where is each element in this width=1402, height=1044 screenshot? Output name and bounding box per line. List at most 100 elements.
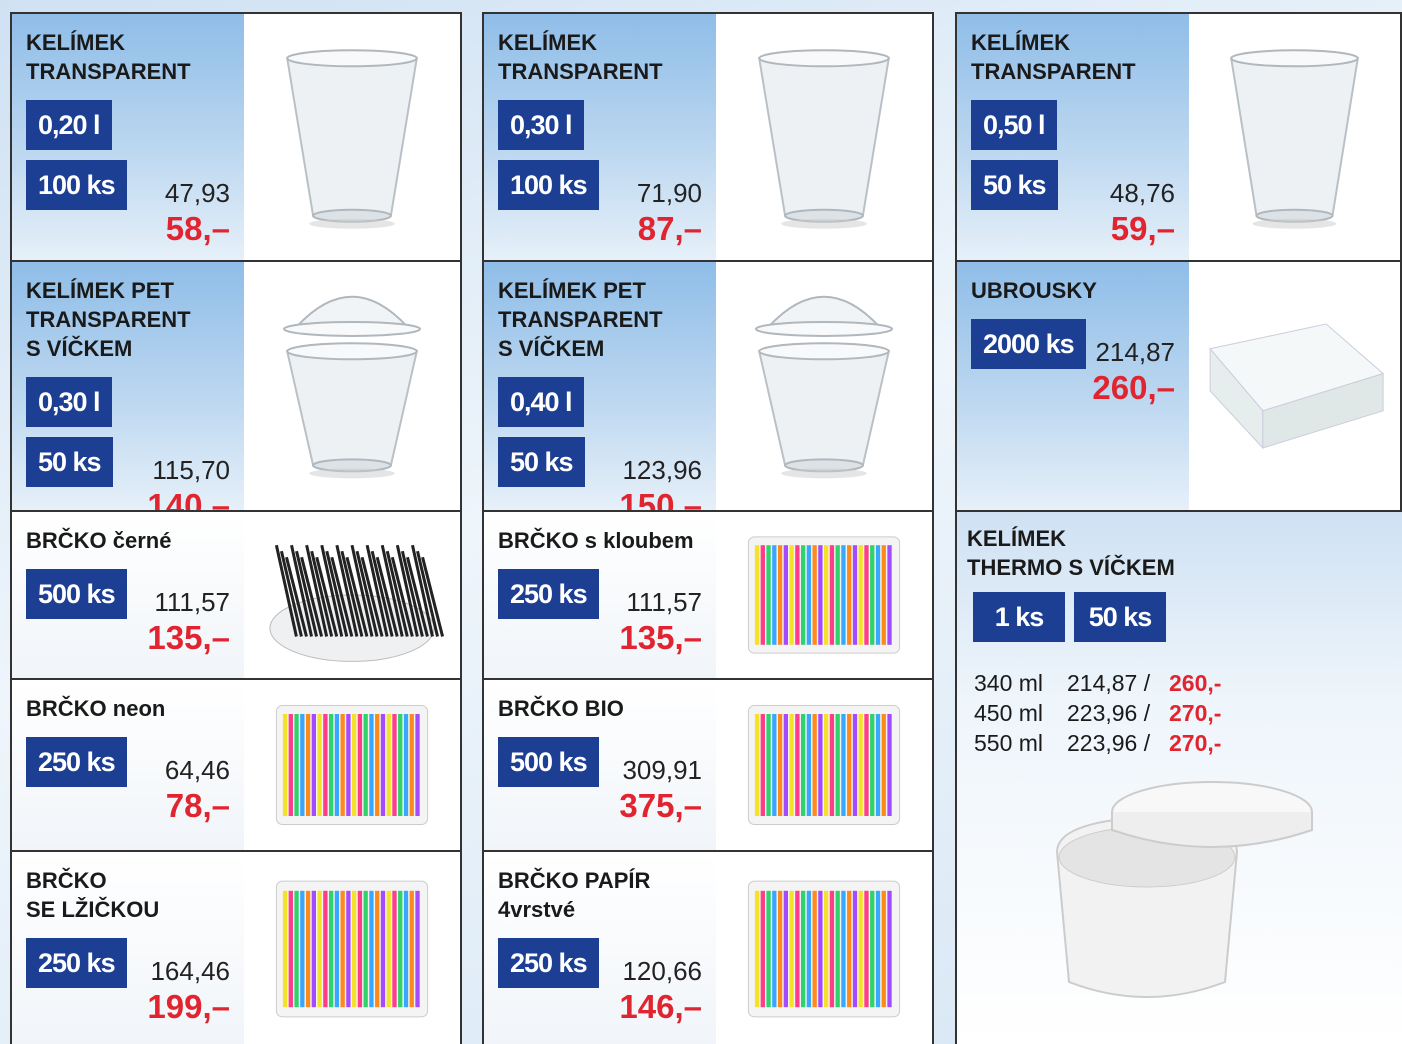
image-area [716,852,932,1044]
badge: 500 ks [498,737,599,787]
badge: 100 ks [26,160,127,210]
price: 59,– [1111,210,1175,248]
product-name: BRČKO s kloubem [498,528,694,554]
product-image [716,852,932,1044]
product-name: S VÍČKEM [498,336,604,362]
product-name: TRANSPARENT [498,59,663,85]
catalog-page: KELÍMEK TRANSPARENT 0,20 l 100 ks 47,9358,– K… [0,0,1402,1044]
badge: 100 ks [498,160,599,210]
price-net: 120,66 [622,956,702,987]
badge: 250 ks [498,938,599,988]
product-name: BRČKO BIO [498,696,624,722]
price: 78,– [166,787,230,825]
price: 58,– [166,210,230,248]
product-image [244,852,460,1044]
product-image [716,680,932,850]
badge: 250 ks [498,569,599,619]
product-image [244,680,460,850]
image-area [716,14,932,260]
product-name: BRČKO černé [26,528,171,554]
price: 140,– [147,487,230,512]
product-image [244,262,460,510]
image-area [244,852,460,1044]
image-area [244,14,460,260]
price: 199,– [147,988,230,1026]
image-area [244,262,460,510]
product-name: S VÍČKEM [26,336,132,362]
image-area [244,680,460,850]
image-area [716,680,932,850]
product-image [1189,262,1400,510]
price-net: 309,91 [622,755,702,786]
product-name: 4vrstvé [498,897,575,923]
price-net: 214,87 [1095,337,1175,368]
badge: 500 ks [26,569,127,619]
product-name: BRČKO PAPÍR [498,868,650,894]
badge: 250 ks [26,938,127,988]
price-net: 123,96 [622,455,702,486]
product-image [716,512,932,678]
price-net: 164,46 [150,956,230,987]
image-area [1189,262,1400,510]
product-image [244,512,460,678]
product-name: BRČKO neon [26,696,165,722]
product-image [244,14,460,260]
image-area [716,262,932,510]
product-name: KELÍMEK PET [26,278,174,304]
price-net: 64,46 [165,755,230,786]
price-net: 48,76 [1110,178,1175,209]
badge: 50 ks [26,437,113,487]
product-cell: KELÍMEK PET TRANSPARENT S VÍČKEM 0,30 l 50 k… [10,260,462,512]
badge: 0,30 l [26,377,112,427]
price-net: 47,93 [165,178,230,209]
price: 375,– [619,787,702,825]
product-name: KELÍMEK PET [498,278,646,304]
price: 135,– [619,619,702,657]
image-area [1189,14,1400,260]
image-area [716,512,932,678]
product-name: KELÍMEK [971,30,1070,56]
product-name: TRANSPARENT [26,307,191,333]
product-name: TRANSPARENT [498,307,663,333]
badge: 50 ks [498,437,585,487]
price-net: 111,57 [154,587,230,618]
price: 260,– [1092,369,1175,407]
badge: 2000 ks [971,319,1086,369]
product-cell: BRČKO černé 500 ks 111,57135,– [10,510,462,680]
price: 150,– [619,487,702,512]
product-name: KELÍMEK [498,30,597,56]
badge: 50 ks [971,160,1058,210]
badge: 0,20 l [26,100,112,150]
product-image [716,14,932,260]
product-name: BRČKO [26,868,107,894]
price-net: 71,90 [637,178,702,209]
image-area [244,512,460,678]
product-name: TRANSPARENT [26,59,191,85]
badge: 0,30 l [498,100,584,150]
price: 135,– [147,619,230,657]
product-name: UBROUSKY [971,278,1097,304]
product-image [716,262,932,510]
badge: 0,50 l [971,100,1057,150]
price: 87,– [638,210,702,248]
